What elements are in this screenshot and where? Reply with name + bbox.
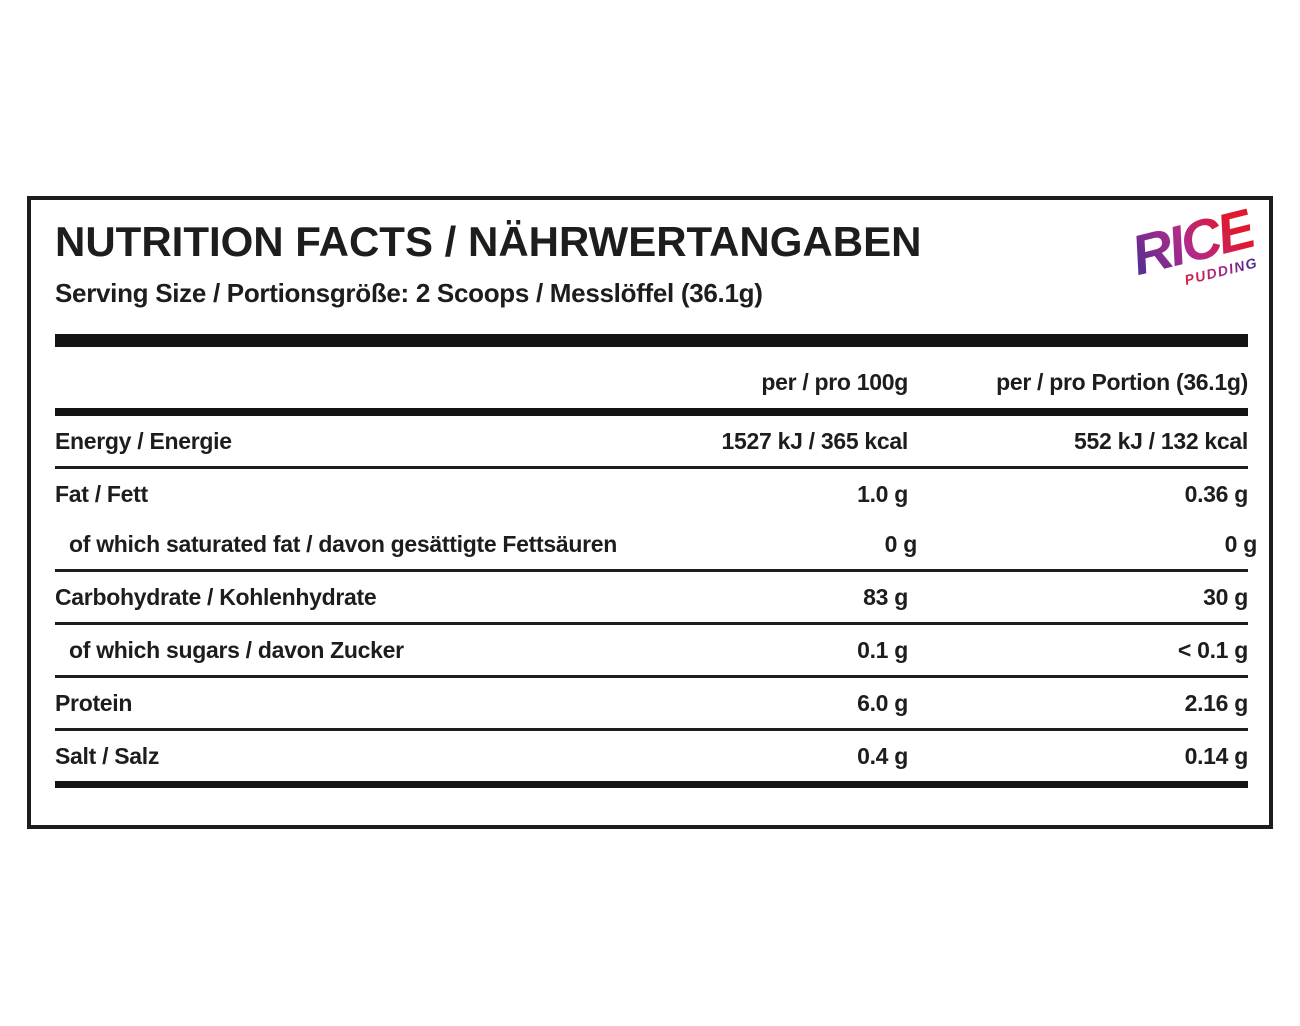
value-per-100g: 0.4 g: [857, 742, 908, 769]
column-header-per-portion: per / pro Portion (36.1g): [996, 369, 1248, 395]
table-row: of which saturated fat / davon gesättigt…: [55, 519, 1257, 572]
value-per-100g: 0.1 g: [857, 636, 908, 663]
separator-bar-top: [55, 334, 1248, 347]
table-row: Salt / Salz 0.4 g 0.14 g: [55, 731, 1248, 781]
table-row: Carbohydrate / Kohlenhydrate 83 g 30 g: [55, 572, 1248, 625]
value-per-portion: 30 g: [1203, 583, 1248, 610]
value-per-100g: 6.0 g: [857, 689, 908, 716]
separator-bar-header: [55, 408, 1248, 416]
nutrient-label: Energy / Energie: [55, 427, 232, 454]
value-per-portion: 552 kJ / 132 kcal: [1074, 427, 1248, 454]
nutrient-label: Protein: [55, 689, 133, 716]
value-per-100g: 83 g: [863, 583, 908, 610]
separator-bar-bottom: [55, 781, 1248, 788]
value-per-100g: 0 g: [884, 530, 918, 557]
table-body: Energy / Energie 1527 kJ / 365 kcal 552 …: [55, 416, 1257, 781]
table-header-row: per / pro 100g per / pro Portion (36.1g): [55, 347, 1248, 408]
column-header-per-100g: per / pro 100g: [761, 369, 908, 395]
serving-size-line: Serving Size / Portionsgröße: 2 Scoops /…: [55, 278, 763, 308]
value-per-100g: 1527 kJ / 365 kcal: [721, 427, 909, 454]
page-title: NUTRITION FACTS / NÄHRWERTANGABEN: [55, 218, 922, 265]
value-per-portion: 2.16 g: [1184, 689, 1249, 716]
nutrient-label: of which saturated fat / davon gesättigt…: [69, 530, 617, 557]
table-row: Protein 6.0 g 2.16 g: [55, 678, 1248, 731]
table-row: Fat / Fett 1.0 g 0.36 g: [55, 469, 1248, 519]
nutrient-label: Fat / Fett: [55, 480, 148, 507]
value-per-portion: 0.14 g: [1184, 742, 1249, 769]
table-row: Energy / Energie 1527 kJ / 365 kcal 552 …: [55, 416, 1248, 469]
value-per-portion: < 0.1 g: [1177, 636, 1248, 663]
nutrient-label: Salt / Salz: [55, 742, 160, 769]
nutrition-label: NUTRITION FACTS / NÄHRWERTANGABEN RICE P…: [27, 196, 1273, 829]
table-row: of which sugars / davon Zucker 0.1 g < 0…: [55, 625, 1248, 678]
value-per-portion: 0.36 g: [1184, 480, 1249, 507]
nutrient-label: of which sugars / davon Zucker: [69, 636, 404, 663]
value-per-portion: 0 g: [1224, 530, 1258, 557]
value-per-100g: 1.0 g: [857, 480, 908, 507]
nutrient-label: Carbohydrate / Kohlenhydrate: [55, 583, 377, 610]
